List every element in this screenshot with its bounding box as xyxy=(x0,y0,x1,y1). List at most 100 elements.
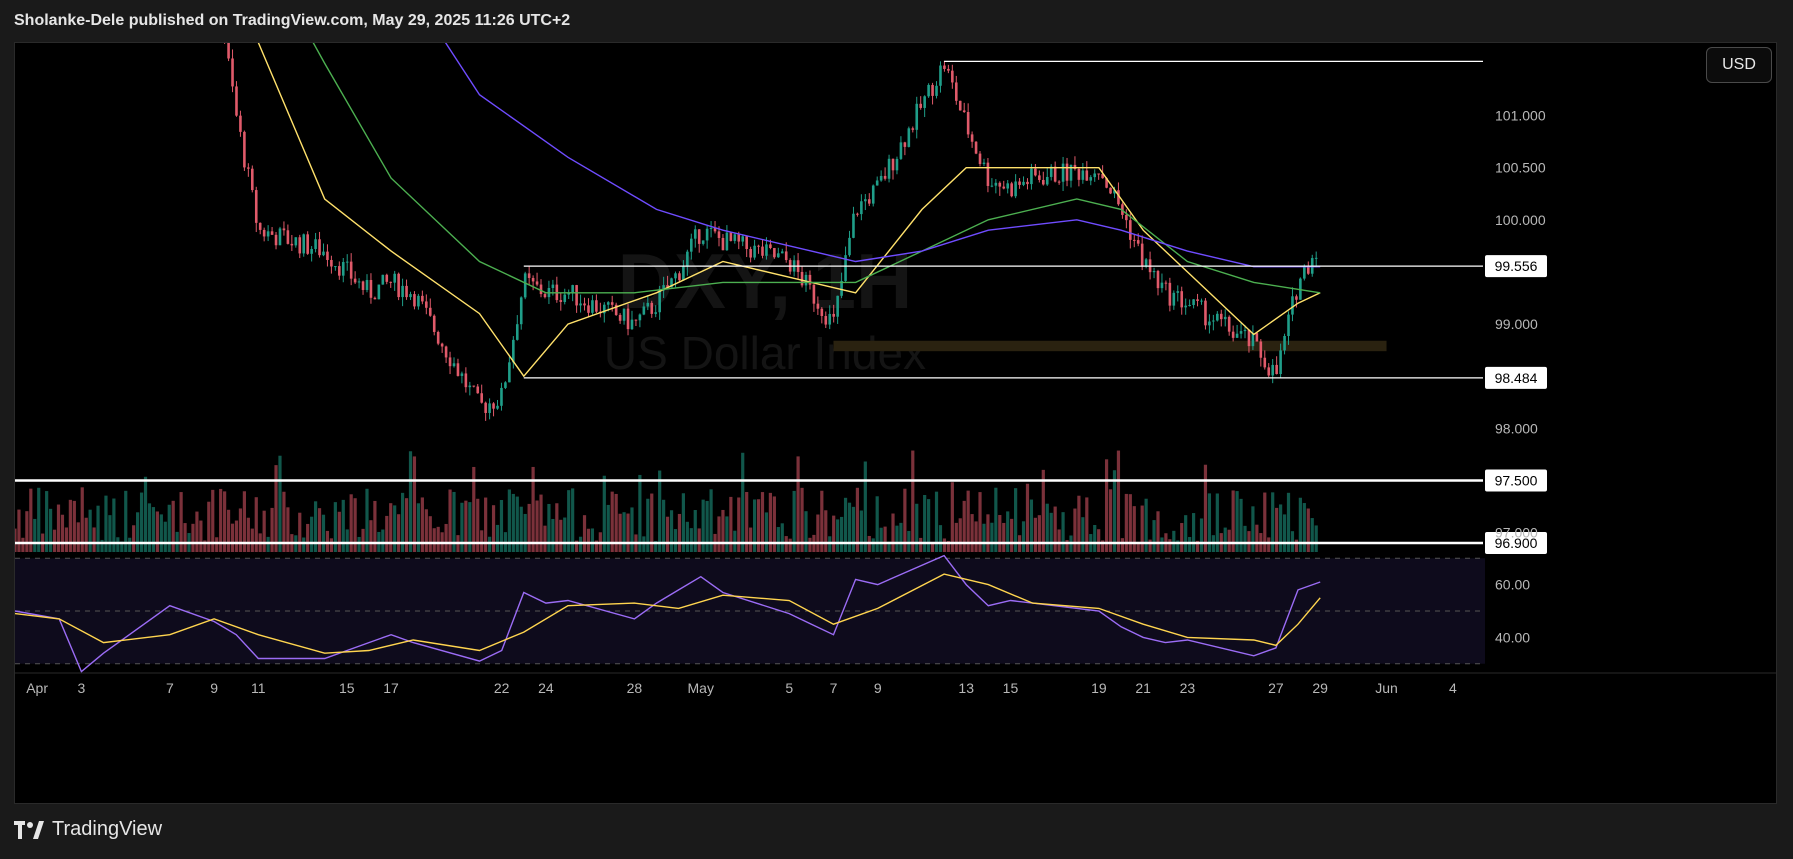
time-tick-label: 17 xyxy=(383,680,399,696)
candle-body xyxy=(1129,220,1132,240)
volume-bar xyxy=(578,536,583,552)
candle-body xyxy=(334,266,337,268)
candle-body xyxy=(543,294,547,298)
footer-brand[interactable]: TradingView xyxy=(14,818,162,841)
candle-body xyxy=(990,185,994,187)
candle-body xyxy=(725,232,729,251)
candle-body xyxy=(563,294,567,302)
time-tick-label: 9 xyxy=(210,680,218,696)
volume-bar xyxy=(310,516,314,552)
candle-body xyxy=(958,100,962,111)
time-tick-label: 19 xyxy=(1091,680,1107,696)
volume-bar xyxy=(863,461,867,552)
candle-body xyxy=(1314,257,1318,259)
candle-body xyxy=(1132,239,1136,241)
volume-bar xyxy=(270,507,274,552)
volume-bar xyxy=(756,499,761,552)
volume-bar xyxy=(511,493,515,552)
candle-body xyxy=(1172,292,1176,306)
volume-bar xyxy=(685,521,689,552)
volume-bar xyxy=(381,529,385,552)
candle-body xyxy=(468,385,472,388)
candle-body xyxy=(239,115,242,132)
footer-brand-label: TradingView xyxy=(52,818,163,840)
candle-body xyxy=(816,303,820,309)
volume-bar xyxy=(927,499,931,552)
candle-body xyxy=(670,278,673,288)
candle-body xyxy=(1022,181,1025,185)
volume-bar xyxy=(907,530,911,552)
candle-body xyxy=(733,234,737,241)
volume-bar xyxy=(665,516,670,552)
candle-body xyxy=(899,142,903,159)
volume-bar xyxy=(638,474,642,552)
volume-bar xyxy=(705,500,709,552)
price-tick-label: 97.000 xyxy=(1495,525,1538,541)
volume-bar xyxy=(602,475,606,552)
candle-body xyxy=(994,182,998,186)
candle-body xyxy=(227,43,230,59)
volume-bar xyxy=(824,510,828,552)
candle-body xyxy=(982,162,986,164)
candle-body xyxy=(306,234,309,254)
candle-body xyxy=(381,274,385,285)
candle-body xyxy=(891,158,895,171)
candle-body xyxy=(867,199,871,204)
candle-body xyxy=(828,313,832,325)
candle-body xyxy=(701,240,705,244)
volume-bar xyxy=(480,530,484,552)
volume-bar xyxy=(92,527,96,552)
volume-bar xyxy=(1251,506,1255,552)
volume-bar xyxy=(855,487,860,552)
volume-bar xyxy=(60,514,65,552)
volume-bar xyxy=(1223,527,1227,552)
candle-body xyxy=(970,134,974,142)
volume-bar xyxy=(725,516,729,552)
candle-body xyxy=(1212,320,1215,322)
candle-body xyxy=(852,213,855,238)
chart-frame[interactable]: DXY, 1H US Dollar Index 99.556 98.484 97.500… xyxy=(14,42,1777,804)
volume-bar xyxy=(527,503,531,552)
volume-bar xyxy=(373,500,377,552)
candle-body xyxy=(883,175,887,179)
volume-bar xyxy=(317,508,322,552)
candle-body xyxy=(385,274,389,282)
volume-bar xyxy=(17,509,21,552)
candle-body xyxy=(1164,282,1168,284)
candle-body xyxy=(444,346,448,358)
currency-button[interactable]: USD xyxy=(1706,47,1772,83)
volume-bar xyxy=(1029,499,1034,552)
candle-body xyxy=(931,84,934,96)
candle-body xyxy=(397,273,400,298)
candle-body xyxy=(587,305,590,313)
volume-bar xyxy=(341,499,345,552)
candle-body xyxy=(808,274,812,285)
volume-bar xyxy=(329,538,334,552)
volume-bar xyxy=(1314,525,1318,552)
volume-bar xyxy=(159,514,163,552)
time-tick-label: 4 xyxy=(1449,680,1457,696)
volume-bar xyxy=(211,489,215,552)
volume-bar xyxy=(946,540,950,552)
candle-body xyxy=(709,228,713,230)
candle-body xyxy=(1018,181,1021,185)
volume-bar xyxy=(796,456,800,552)
candle-body xyxy=(1010,183,1013,197)
time-tick-label: 24 xyxy=(538,680,554,696)
candle-body xyxy=(721,237,725,251)
candle-body xyxy=(705,228,709,241)
volume-bar xyxy=(938,525,943,552)
volume-bar xyxy=(76,522,80,552)
rsi-tick-label: 60.00 xyxy=(1495,577,1530,593)
volume-bar xyxy=(1306,508,1310,552)
volume-bar xyxy=(1081,517,1085,552)
candle-body xyxy=(864,199,867,202)
volume-bar xyxy=(108,515,112,552)
candle-body xyxy=(262,229,266,237)
candle-body xyxy=(251,168,254,191)
candle-body xyxy=(484,402,487,413)
candle-body xyxy=(294,237,298,246)
candle-body xyxy=(231,58,234,87)
candle-body xyxy=(1295,296,1298,300)
